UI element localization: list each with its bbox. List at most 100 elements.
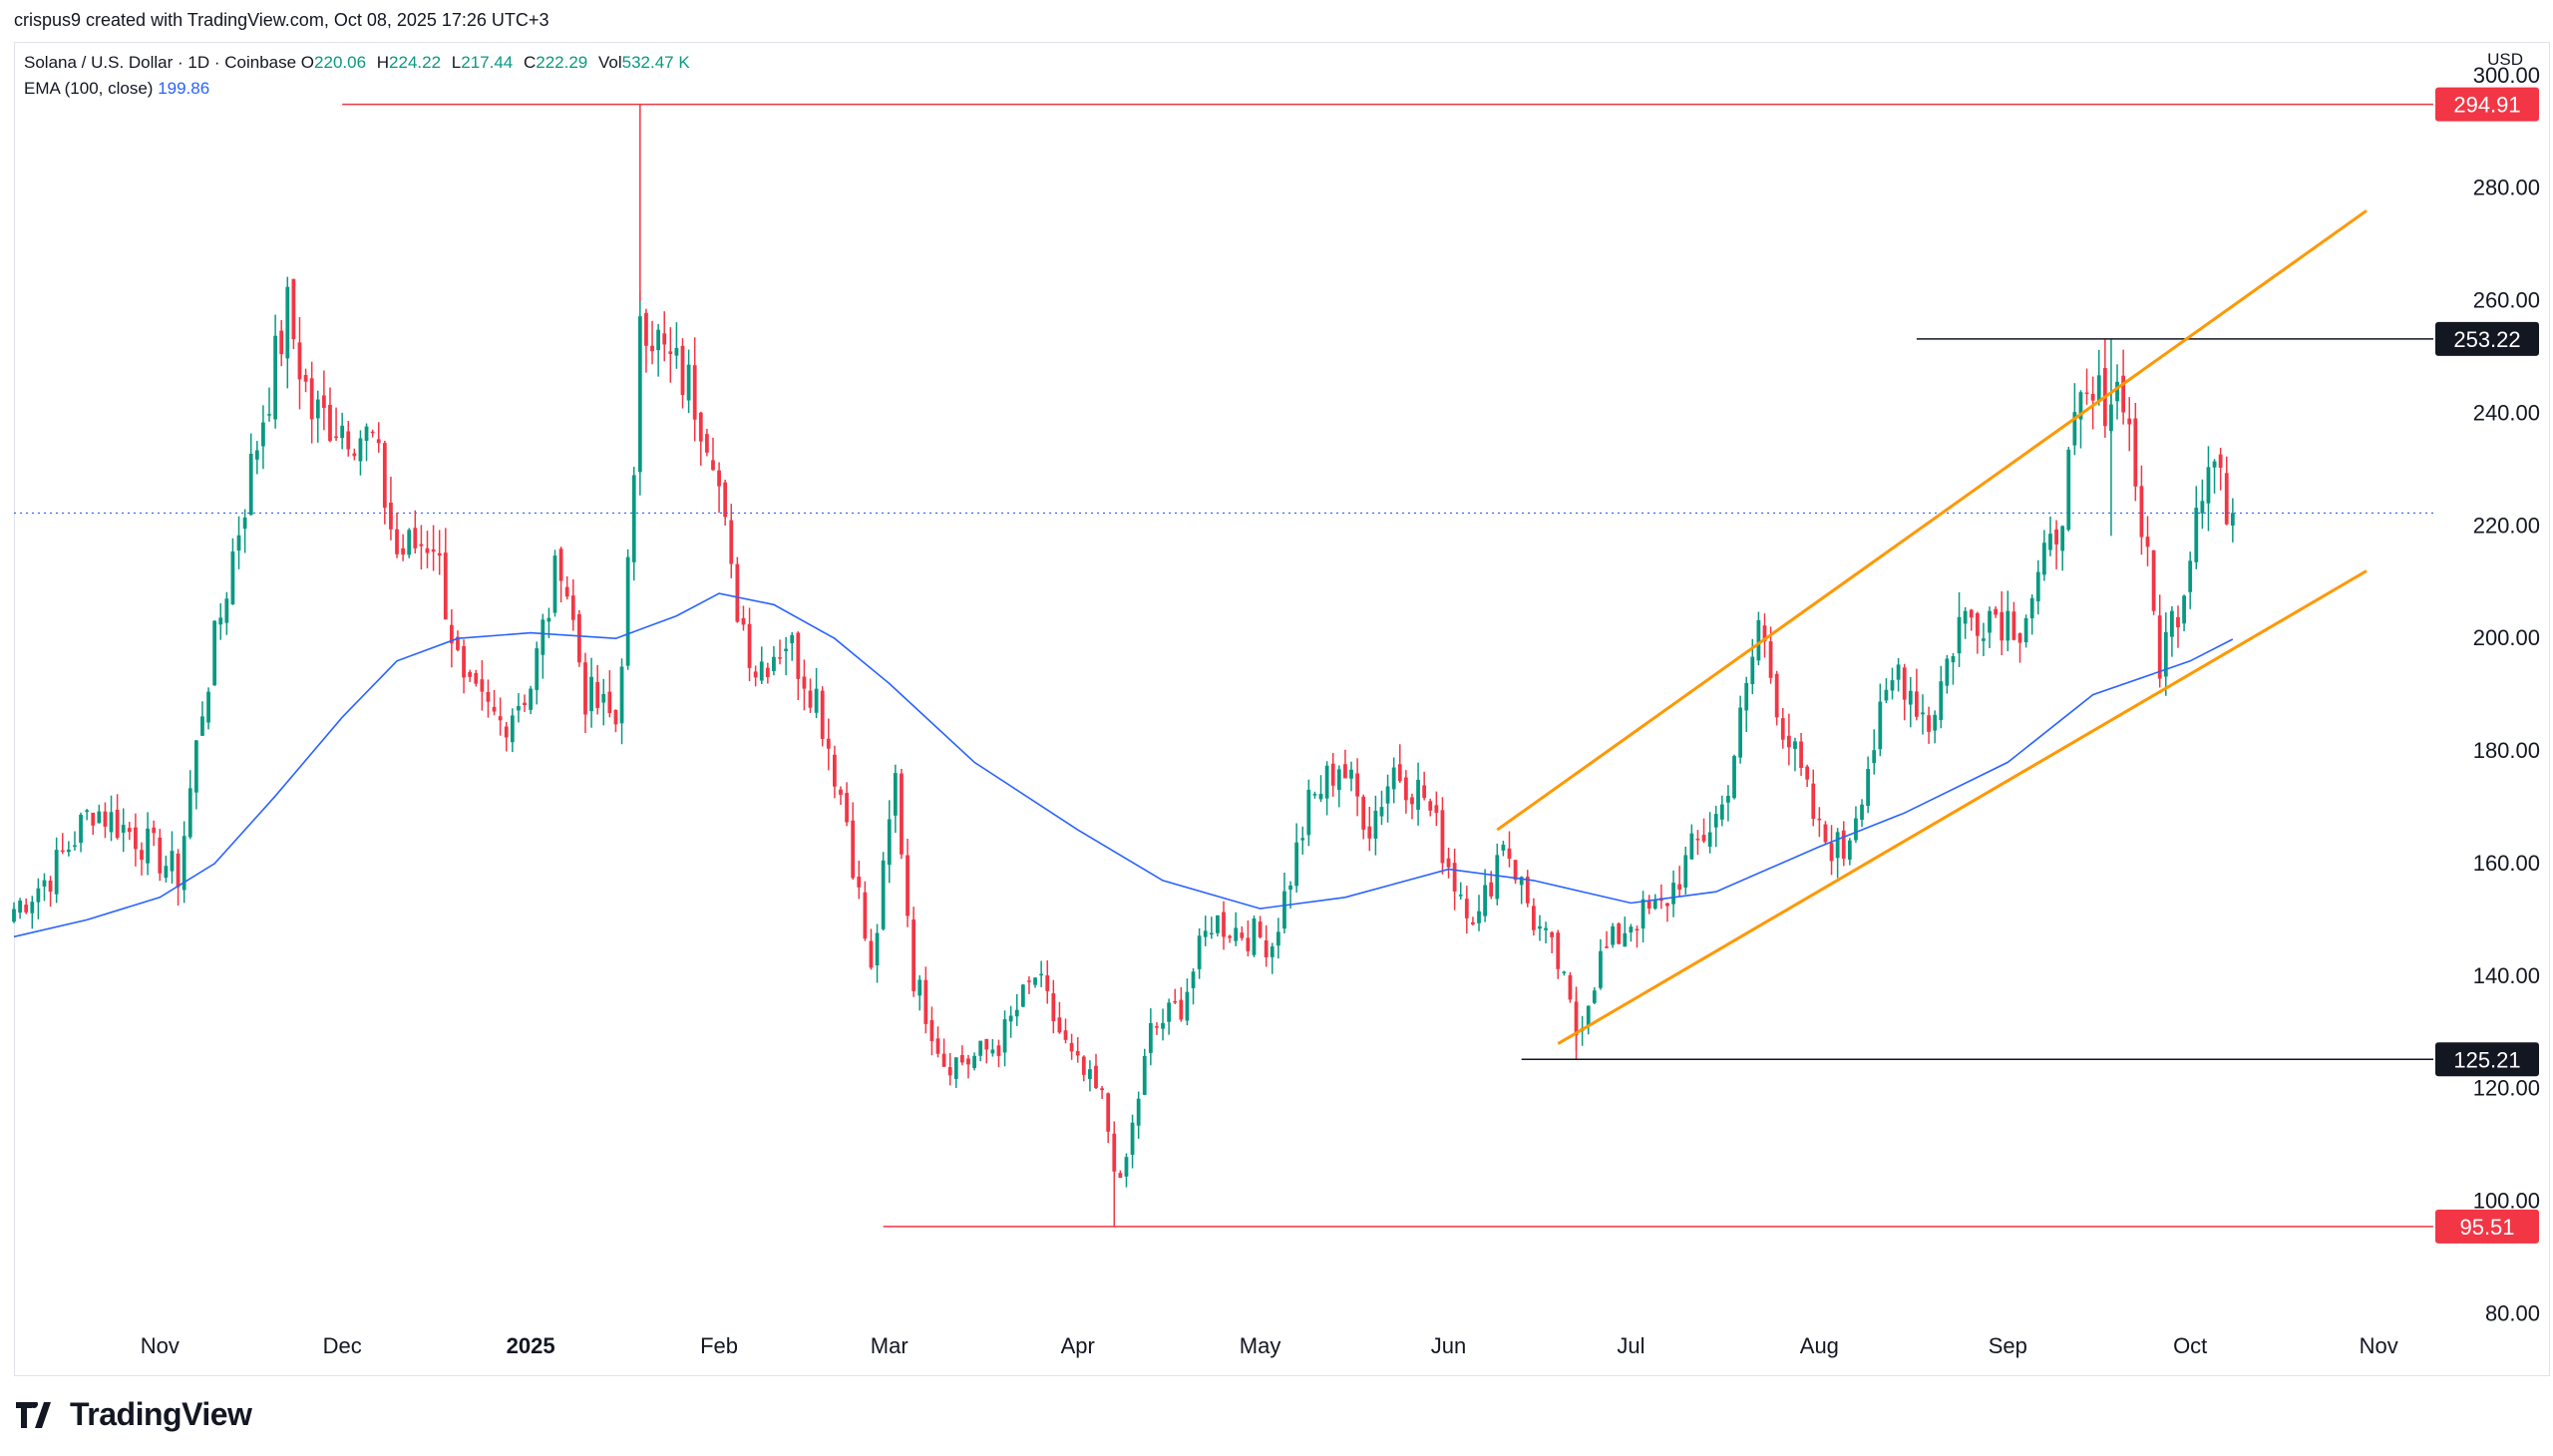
candle-body [1161, 1022, 1165, 1029]
candle-body [2121, 375, 2126, 413]
candle-body [407, 530, 412, 555]
candle-body [1762, 625, 1767, 642]
candle-body [358, 438, 363, 462]
candle-body [395, 529, 399, 554]
candle-body [2096, 375, 2101, 401]
candle-body [2011, 611, 2016, 640]
candle-body [808, 690, 813, 708]
candle-body [1002, 1019, 1007, 1053]
candle-body [1069, 1042, 1074, 1052]
low-level-badge [2435, 1209, 2539, 1244]
candle-body [929, 1019, 934, 1041]
candle-body [2176, 616, 2180, 628]
candle-body [1713, 814, 1718, 828]
candle-body [480, 679, 485, 692]
candle-body [1872, 750, 1877, 764]
candle-body [2072, 412, 2077, 446]
candle-body [845, 793, 849, 823]
candle-body [535, 648, 540, 690]
candle-body [601, 693, 606, 703]
y-tick-label: 280.00 [2473, 176, 2540, 200]
candle-body [923, 979, 928, 1024]
candle-body [340, 425, 345, 439]
candle-body [2029, 597, 2034, 619]
candle-body [134, 827, 138, 850]
channel-upper-line [1496, 209, 2368, 832]
support-level-badge [2435, 1042, 2539, 1077]
candle-body [1495, 855, 1500, 900]
candle-body [334, 436, 338, 439]
x-tick-label: Jun [1431, 1333, 1466, 1358]
candle-body [2145, 537, 2150, 547]
candle-body [1306, 789, 1311, 836]
candle-body [1240, 932, 1245, 938]
candle-body [1294, 842, 1299, 887]
candle-body [2188, 560, 2193, 592]
candle-body [1330, 763, 1335, 786]
candle-body [2230, 513, 2235, 527]
candle-body [1203, 930, 1208, 937]
candle-body [1531, 906, 1536, 930]
candle-body [146, 828, 150, 864]
candle-body [492, 706, 497, 712]
candle-body [1683, 855, 1688, 888]
x-tick-label: Dec [323, 1333, 362, 1358]
candle-body [1811, 783, 1816, 820]
candle-body [127, 828, 132, 833]
candle-body [1774, 673, 1779, 718]
candle-body [2218, 454, 2223, 469]
low-level-label: 95.51 [2459, 1215, 2514, 1240]
candle-body [30, 902, 35, 913]
candle-body [857, 877, 862, 888]
candle-body [431, 548, 436, 552]
high-level-label: 294.91 [2453, 93, 2520, 118]
candle-body [1611, 925, 1616, 945]
candle-body [1726, 796, 1730, 803]
candle-body [1550, 931, 1555, 937]
candle-body [541, 619, 546, 655]
tradingview-logo[interactable]: TradingView [16, 1396, 252, 1433]
candle-body [1033, 977, 1037, 985]
candle-body [321, 395, 326, 408]
candle-body [1695, 838, 1700, 841]
candle-body [990, 1049, 995, 1054]
candle-body [2206, 467, 2211, 504]
candle-body [589, 676, 593, 712]
candle-body [242, 517, 247, 530]
ema-line [13, 592, 2234, 938]
candle-body [2090, 393, 2095, 401]
candle-body [772, 656, 776, 671]
candle-body [1689, 833, 1694, 860]
candle-body [674, 347, 679, 356]
candle-body [1738, 707, 1743, 758]
x-tick-label: Oct [2173, 1333, 2207, 1358]
candle-body [1343, 764, 1347, 779]
x-tick-label: Feb [700, 1333, 738, 1358]
candle-body [1379, 807, 1384, 817]
candle-body [1617, 923, 1622, 944]
candle-body [1823, 824, 1828, 843]
candle-body [1562, 971, 1567, 973]
candle-body [2157, 615, 2162, 679]
candle-body [2127, 418, 2132, 425]
candle-body [917, 979, 922, 996]
chart-frame[interactable] [14, 42, 2550, 1376]
candle-body [230, 550, 235, 604]
candle-body [486, 691, 491, 702]
symbol-title[interactable]: Solana / U.S. Dollar · 1D · Coinbase [24, 53, 297, 72]
candle-body [103, 811, 108, 827]
candle-body [796, 632, 801, 679]
close-label: C [523, 53, 537, 72]
candle-body [1890, 680, 1895, 691]
ema-label[interactable]: EMA (100, close) [24, 79, 154, 98]
candle-body [510, 715, 515, 743]
candle-body [315, 399, 320, 419]
candle-body [1167, 1002, 1172, 1022]
currency-label[interactable]: USD [2487, 50, 2523, 69]
candle-body [1471, 921, 1475, 924]
candle-body [686, 364, 691, 401]
candle-body [1988, 610, 1992, 633]
candle-body [680, 345, 685, 396]
candle-body [1428, 801, 1433, 811]
